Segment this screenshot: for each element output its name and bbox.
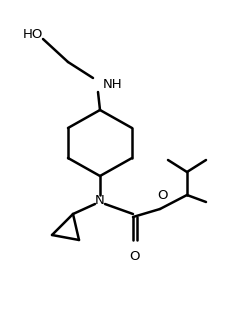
Text: N: N xyxy=(95,195,104,208)
Text: HO: HO xyxy=(23,29,43,42)
Text: O: O xyxy=(129,250,140,263)
Text: NH: NH xyxy=(103,79,122,92)
Text: O: O xyxy=(157,189,168,202)
